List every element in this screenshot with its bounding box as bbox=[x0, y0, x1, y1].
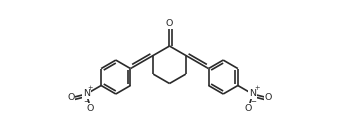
Text: N: N bbox=[249, 90, 256, 98]
Text: +: + bbox=[88, 85, 93, 91]
Text: O: O bbox=[245, 104, 252, 113]
Text: O: O bbox=[87, 104, 94, 113]
Text: O: O bbox=[67, 93, 74, 102]
Text: −: − bbox=[250, 99, 256, 105]
Text: N: N bbox=[83, 90, 90, 98]
Text: +: + bbox=[254, 85, 259, 91]
Text: O: O bbox=[265, 93, 272, 102]
Text: O: O bbox=[166, 19, 173, 28]
Text: −: − bbox=[83, 99, 89, 105]
